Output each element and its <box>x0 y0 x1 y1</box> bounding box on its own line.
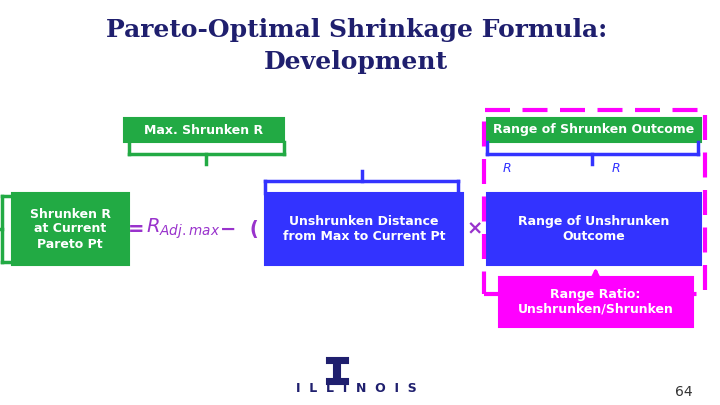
Text: Range Ratio:
Unshrunken/Shrunken: Range Ratio: Unshrunken/Shrunken <box>518 288 674 316</box>
FancyBboxPatch shape <box>124 118 284 142</box>
Text: Shrunken R
at Current
Pareto Pt: Shrunken R at Current Pareto Pt <box>30 207 111 251</box>
Text: Max. Shrunken R: Max. Shrunken R <box>144 124 264 136</box>
Text: Development: Development <box>264 50 449 74</box>
Text: Range of Shrunken Outcome: Range of Shrunken Outcome <box>493 124 694 136</box>
Text: −  (: − ( <box>220 220 258 239</box>
Text: $R$: $R$ <box>611 162 620 175</box>
Text: $R_{Adj.max}$: $R_{Adj.max}$ <box>146 217 220 241</box>
FancyBboxPatch shape <box>487 118 701 142</box>
Text: 64: 64 <box>675 385 693 399</box>
FancyBboxPatch shape <box>265 193 463 265</box>
FancyBboxPatch shape <box>499 277 693 327</box>
Text: =: = <box>128 220 145 239</box>
FancyBboxPatch shape <box>326 358 348 363</box>
Text: $R$: $R$ <box>502 162 511 175</box>
Text: Range of Unshrunken
Outcome: Range of Unshrunken Outcome <box>518 215 670 243</box>
FancyBboxPatch shape <box>12 193 129 265</box>
FancyBboxPatch shape <box>326 379 348 384</box>
FancyBboxPatch shape <box>487 193 701 265</box>
Text: ×: × <box>467 220 483 239</box>
Text: I  L  L  I  N  O  I  S: I L L I N O I S <box>296 382 417 394</box>
Text: Pareto-Optimal Shrinkage Formula:: Pareto-Optimal Shrinkage Formula: <box>106 18 607 42</box>
FancyBboxPatch shape <box>334 363 341 379</box>
Text: Unshrunken Distance
from Max to Current Pt: Unshrunken Distance from Max to Current … <box>283 215 446 243</box>
